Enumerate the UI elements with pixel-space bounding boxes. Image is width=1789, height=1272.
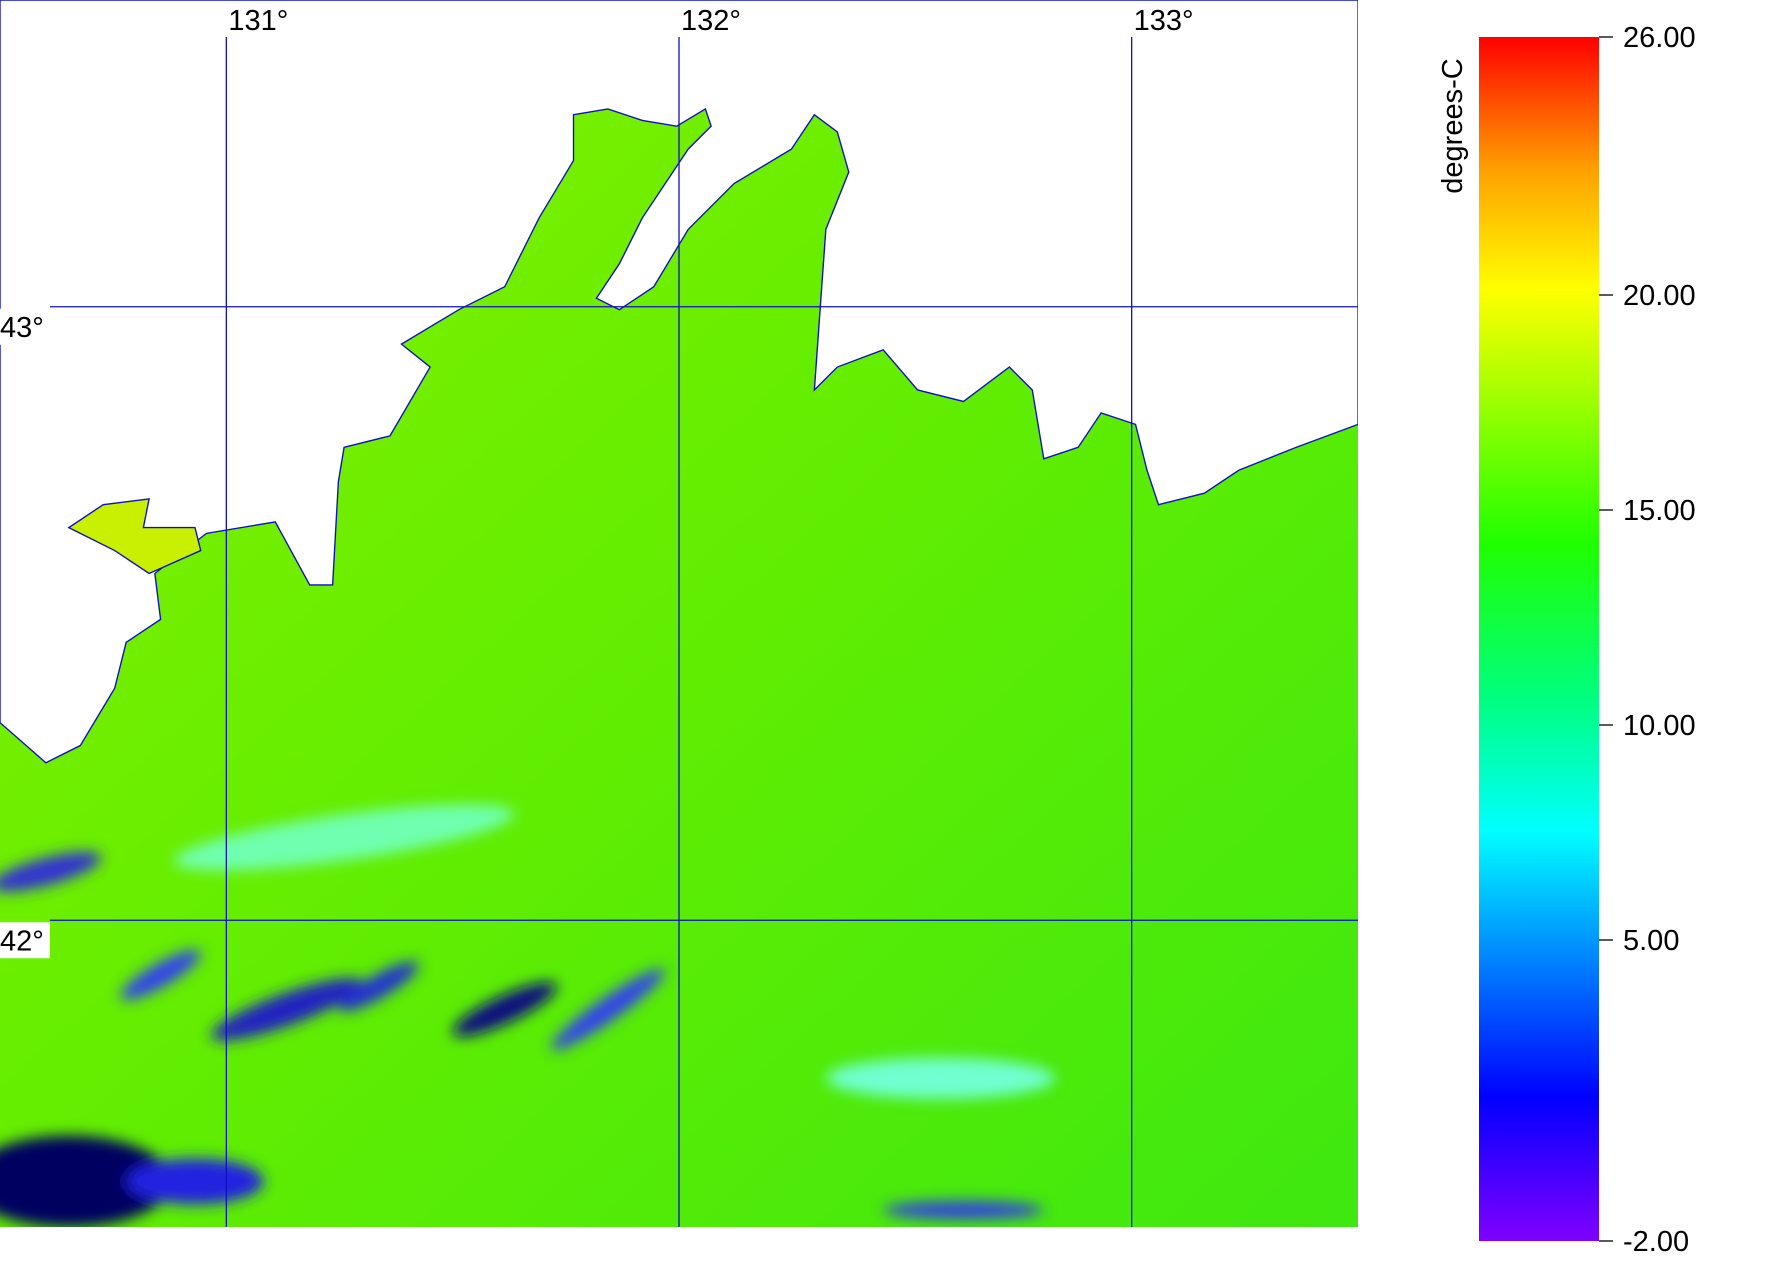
colorbar-tick-label: 15.00 <box>1623 495 1696 527</box>
lon-tick-label: 132° <box>681 5 741 37</box>
colorbar <box>1479 37 1599 1241</box>
land <box>0 0 1358 764</box>
colorbar-tick-label: 5.00 <box>1623 925 1679 957</box>
lon-tick-label: 133° <box>1134 5 1194 37</box>
lat-label-box <box>0 308 50 345</box>
lat-tick-label: 43° <box>0 312 44 344</box>
peninsula <box>67 498 202 575</box>
colorbar-tick-label: 26.00 <box>1623 22 1696 54</box>
colorbar-tick-label: 20.00 <box>1623 280 1696 312</box>
colorbar-tick-label: -2.00 <box>1623 1226 1689 1258</box>
colorbar-tick-label: 10.00 <box>1623 710 1696 742</box>
lat-label-box <box>0 922 50 959</box>
colorbar-label: degrees-C <box>1437 58 1469 193</box>
lat-tick-label: 42° <box>0 925 44 957</box>
lon-tick-label: 131° <box>228 5 288 37</box>
